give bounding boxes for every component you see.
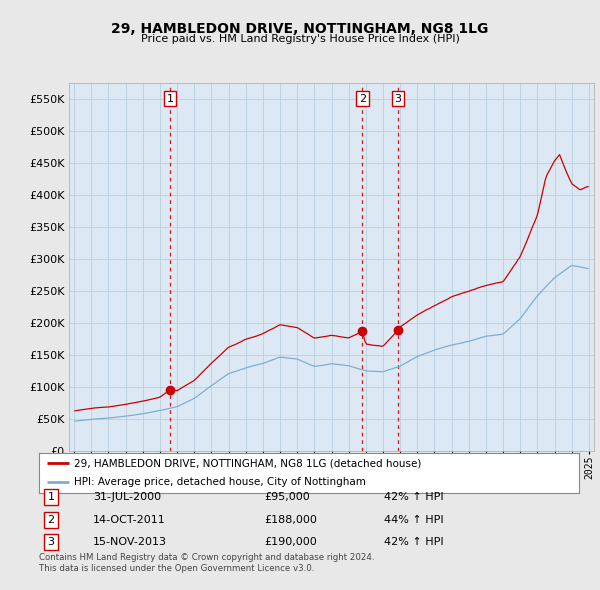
Text: 3: 3 <box>395 94 401 104</box>
Text: 29, HAMBLEDON DRIVE, NOTTINGHAM, NG8 1LG: 29, HAMBLEDON DRIVE, NOTTINGHAM, NG8 1LG <box>112 22 488 37</box>
Text: 14-OCT-2011: 14-OCT-2011 <box>93 515 166 525</box>
Text: £95,000: £95,000 <box>264 493 310 502</box>
Text: 3: 3 <box>47 537 55 547</box>
Text: This data is licensed under the Open Government Licence v3.0.: This data is licensed under the Open Gov… <box>39 565 314 573</box>
Text: 15-NOV-2013: 15-NOV-2013 <box>93 537 167 547</box>
Text: HPI: Average price, detached house, City of Nottingham: HPI: Average price, detached house, City… <box>74 477 366 487</box>
Text: 2: 2 <box>359 94 366 104</box>
Text: 44% ↑ HPI: 44% ↑ HPI <box>384 515 443 525</box>
Text: Price paid vs. HM Land Registry's House Price Index (HPI): Price paid vs. HM Land Registry's House … <box>140 34 460 44</box>
Text: 2: 2 <box>47 515 55 525</box>
Text: 42% ↑ HPI: 42% ↑ HPI <box>384 493 443 502</box>
Text: 1: 1 <box>47 493 55 502</box>
Text: 29, HAMBLEDON DRIVE, NOTTINGHAM, NG8 1LG (detached house): 29, HAMBLEDON DRIVE, NOTTINGHAM, NG8 1LG… <box>74 458 421 468</box>
Text: 1: 1 <box>166 94 173 104</box>
Text: Contains HM Land Registry data © Crown copyright and database right 2024.: Contains HM Land Registry data © Crown c… <box>39 553 374 562</box>
Text: 31-JUL-2000: 31-JUL-2000 <box>93 493 161 502</box>
Text: £190,000: £190,000 <box>264 537 317 547</box>
Text: £188,000: £188,000 <box>264 515 317 525</box>
Text: 42% ↑ HPI: 42% ↑ HPI <box>384 537 443 547</box>
